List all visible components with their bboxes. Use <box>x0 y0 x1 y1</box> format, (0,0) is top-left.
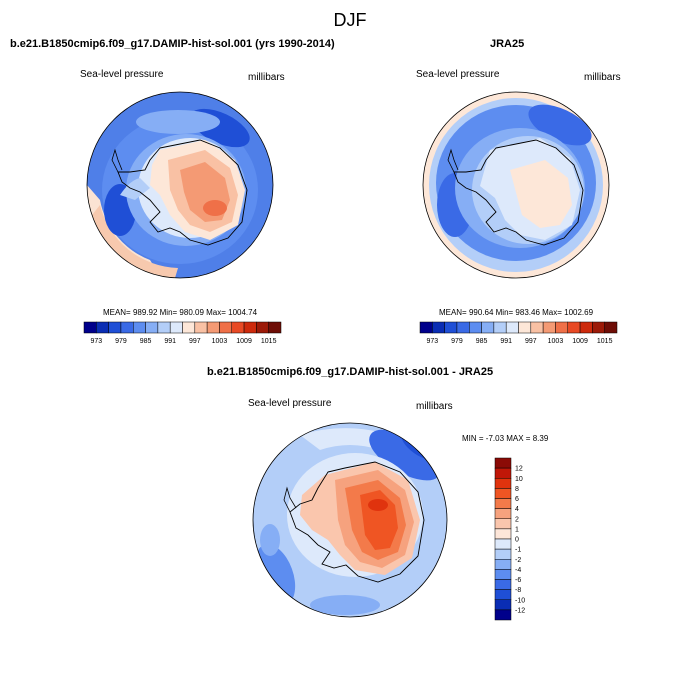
obs-colorbar-tick-label: 979 <box>451 338 463 345</box>
diff-colorbar-swatch <box>494 579 512 590</box>
obs-polar-map <box>422 91 610 279</box>
diff-colorbar-swatch <box>494 518 512 530</box>
diff-colorbar-swatch <box>494 569 512 580</box>
diff-colorbar-tick-label: 10 <box>515 476 523 483</box>
obs-panel-title: JRA25 <box>490 38 524 50</box>
model-colorbar-swatch <box>243 321 257 334</box>
obs-colorbar-tick-label: 1015 <box>597 338 613 345</box>
diff-colorbar-tick-label: 4 <box>515 506 519 513</box>
figure-title: DJF <box>334 10 367 30</box>
model-colorbar-tick-label: 979 <box>115 338 127 345</box>
obs-colorbar-swatch <box>518 321 532 334</box>
obs-colorbar-swatch <box>592 321 605 334</box>
diff-colorbar-tick-label: -2 <box>515 557 521 564</box>
diff-units-label: millibars <box>416 401 453 412</box>
model-stats: MEAN= 989.92 Min= 980.09 Max= 1004.74 <box>103 308 258 317</box>
model-colorbar-swatch <box>108 321 122 334</box>
obs-colorbar: 973 979 985 991 997 1003 1009 1015 <box>419 321 618 345</box>
model-colorbar-tick-label: 997 <box>189 338 201 345</box>
obs-stats: MEAN= 990.64 Min= 983.46 Max= 1002.69 <box>439 308 594 317</box>
obs-colorbar-swatch <box>419 321 433 334</box>
obs-colorbar-swatch <box>505 321 519 334</box>
model-colorbar-swatch <box>120 321 134 334</box>
diff-colorbar-swatch <box>494 548 512 560</box>
diff-colorbar-swatch <box>494 589 512 600</box>
diff-colorbar-swatch <box>494 528 512 540</box>
model-colorbar-swatch <box>256 321 269 334</box>
obs-colorbar-tick-label: 985 <box>476 338 488 345</box>
model-colorbar-tick-label: 985 <box>140 338 152 345</box>
model-colorbar-tick-label: 1003 <box>212 338 228 345</box>
model-colorbar-swatch <box>182 321 196 334</box>
obs-colorbar-swatch <box>542 321 556 334</box>
diff-colorbar-tick-label: 2 <box>515 516 519 523</box>
diff-colorbar-tick-label: 8 <box>515 486 519 493</box>
diff-stats: MIN = -7.03 MAX = 8.39 <box>462 434 549 443</box>
diff-polar-map <box>252 422 448 618</box>
model-colorbar-swatch <box>133 321 146 334</box>
diff-colorbar-swatch <box>494 478 512 489</box>
obs-colorbar-swatch <box>481 321 495 334</box>
model-colorbar-swatch <box>206 321 220 334</box>
model-field-label: Sea-level pressure <box>80 69 164 80</box>
obs-colorbar-swatch <box>469 321 482 334</box>
model-colorbar-swatch <box>83 321 97 334</box>
diff-colorbar-tick-label: -4 <box>515 567 521 574</box>
model-colorbar-tick-label: 1015 <box>261 338 277 345</box>
model-colorbar-swatch <box>219 321 232 334</box>
diff-colorbar-tick-label: -10 <box>515 597 525 604</box>
diff-colorbar-tick-label: 6 <box>515 496 519 503</box>
model-colorbar: 973 979 985 991 997 1003 1009 1015 <box>83 321 282 345</box>
obs-colorbar-swatch <box>432 321 445 334</box>
obs-colorbar-tick-label: 1003 <box>548 338 564 345</box>
obs-colorbar-tick-label: 997 <box>525 338 537 345</box>
model-colorbar-swatch <box>169 321 183 334</box>
diff-colorbar-tick-label: -1 <box>515 547 521 554</box>
diff-colorbar-swatch <box>494 559 512 570</box>
obs-colorbar-swatch <box>567 321 581 334</box>
diff-colorbar-swatch <box>494 498 512 509</box>
obs-colorbar-tick-label: 991 <box>500 338 512 345</box>
diff-colorbar-swatch <box>494 508 512 519</box>
diff-colorbar-swatch <box>494 609 512 621</box>
diff-colorbar-tick-label: -12 <box>515 607 525 614</box>
diff-colorbar-tick-label: 0 <box>515 537 519 544</box>
obs-colorbar-swatch <box>530 321 544 334</box>
diff-colorbar-swatch <box>494 538 512 550</box>
model-polar-map <box>86 91 274 279</box>
diff-colorbar-tick-label: -8 <box>515 587 521 594</box>
diff-colorbar-tick-label: 12 <box>515 466 523 473</box>
diff-colorbar-swatch <box>494 467 512 479</box>
model-panel-title: b.e21.B1850cmip6.f09_g17.DAMIP-hist-sol.… <box>10 38 335 50</box>
obs-colorbar-swatch <box>444 321 458 334</box>
model-colorbar-swatch <box>194 321 208 334</box>
obs-colorbar-swatch <box>604 321 618 334</box>
obs-colorbar-swatch <box>456 321 470 334</box>
diff-colorbar-swatch <box>494 599 512 611</box>
obs-colorbar-swatch <box>579 321 593 334</box>
model-colorbar-tick-label: 973 <box>90 338 102 345</box>
model-colorbar-tick-label: 991 <box>164 338 176 345</box>
model-colorbar-swatch <box>145 321 159 334</box>
model-colorbar-swatch <box>231 321 245 334</box>
obs-colorbar-swatch <box>493 321 507 334</box>
diff-colorbar-swatch <box>494 488 512 499</box>
model-colorbar-swatch <box>96 321 109 334</box>
model-colorbar-swatch <box>157 321 171 334</box>
diff-field-label: Sea-level pressure <box>248 398 332 409</box>
obs-colorbar-tick-label: 973 <box>426 338 438 345</box>
model-units-label: millibars <box>248 72 285 83</box>
diff-colorbar-tick-label: 1 <box>515 526 519 533</box>
model-colorbar-swatch <box>268 321 282 334</box>
model-colorbar-tick-label: 1009 <box>236 338 252 345</box>
diff-colorbar-swatch <box>494 457 512 469</box>
obs-colorbar-swatch <box>555 321 568 334</box>
obs-colorbar-tick-label: 1009 <box>572 338 588 345</box>
diff-panel-title: b.e21.B1850cmip6.f09_g17.DAMIP-hist-sol.… <box>207 366 493 378</box>
obs-field-label: Sea-level pressure <box>416 69 500 80</box>
diff-colorbar-tick-label: -6 <box>515 577 521 584</box>
obs-units-label: millibars <box>584 72 621 83</box>
